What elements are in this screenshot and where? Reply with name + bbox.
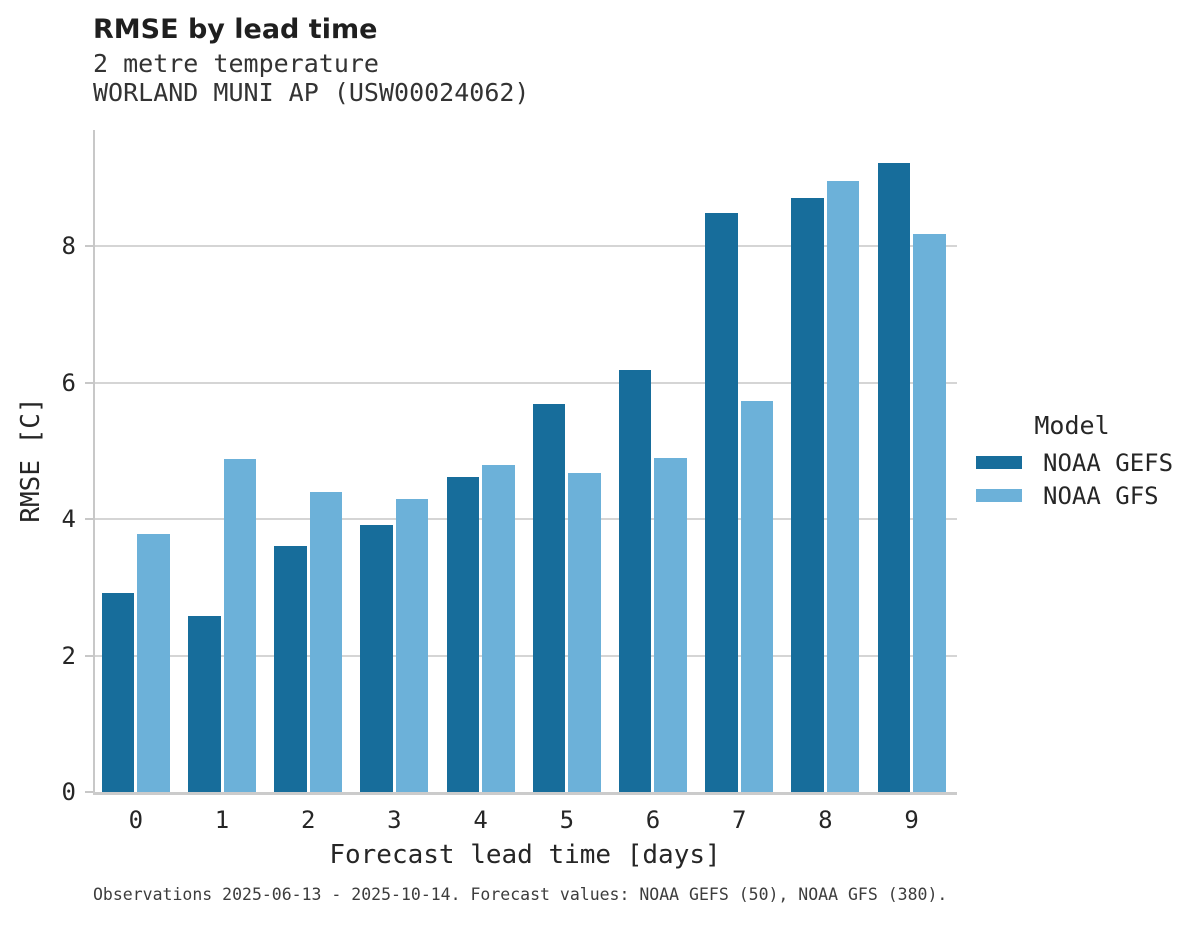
x-tick-label-7: 7 xyxy=(731,806,747,834)
bar-noaa-gfs-lead-8 xyxy=(826,181,860,792)
gridline-y-6 xyxy=(93,381,957,384)
bar-noaa-gefs-lead-9 xyxy=(877,163,911,792)
legend-items: NOAA GEFS NOAA GFS xyxy=(976,446,1173,512)
y-tick-label-4: 4 xyxy=(61,505,76,533)
bar-noaa-gfs-lead-6 xyxy=(654,458,687,792)
footer-note: Observations 2025-06-13 - 2025-10-14. Fo… xyxy=(93,885,948,904)
y-tick-mark-6 xyxy=(85,381,93,384)
y-tick-label-2: 2 xyxy=(61,641,76,670)
legend-label-noaa-gfs: NOAA GFS xyxy=(1043,481,1159,510)
x-tick-label-4: 4 xyxy=(473,806,488,834)
bar-noaa-gfs-lead-7 xyxy=(740,401,774,792)
legend-item-noaa-gfs: NOAA GFS xyxy=(976,479,1173,512)
y-axis-label: RMSE [C] xyxy=(16,397,46,523)
bar-noaa-gfs-lead-9 xyxy=(913,234,946,792)
x-tick-label-2: 2 xyxy=(300,806,316,834)
bar-noaa-gfs-lead-3 xyxy=(395,499,429,792)
x-tick-label-0: 0 xyxy=(128,806,144,834)
bar-noaa-gefs-lead-4 xyxy=(446,477,480,792)
x-tick-label-5: 5 xyxy=(559,806,575,834)
y-tick-label-6: 6 xyxy=(61,368,76,397)
x-tick-label-6: 6 xyxy=(645,806,661,834)
x-tick-label-1: 1 xyxy=(214,806,230,834)
legend-swatch-noaa-gfs xyxy=(976,489,1022,502)
y-tick-label-0: 0 xyxy=(61,778,76,806)
legend-title: Model xyxy=(1034,411,1110,440)
x-axis-spine xyxy=(93,792,957,795)
legend-item-noaa-gefs: NOAA GEFS xyxy=(976,446,1173,479)
bar-noaa-gfs-lead-5 xyxy=(568,473,601,792)
x-tick-label-3: 3 xyxy=(387,806,402,834)
bar-noaa-gefs-lead-1 xyxy=(188,616,221,792)
bar-noaa-gfs-lead-2 xyxy=(309,492,343,792)
chart-subtitle-line1: 2 metre temperature xyxy=(93,49,379,78)
bar-noaa-gefs-lead-3 xyxy=(360,525,393,792)
gridline-y-8 xyxy=(93,245,957,248)
bar-noaa-gefs-lead-8 xyxy=(791,198,824,792)
y-tick-mark-2 xyxy=(85,654,93,657)
bar-noaa-gefs-lead-6 xyxy=(618,370,652,792)
chart-subtitle-line2: WORLAND MUNI AP (USW00024062) xyxy=(93,78,530,107)
gridline-y-4 xyxy=(93,518,957,520)
y-tick-mark-8 xyxy=(85,245,93,248)
bar-noaa-gfs-lead-0 xyxy=(137,534,170,792)
x-axis-label: Forecast lead time [days] xyxy=(329,840,721,870)
y-tick-label-8: 8 xyxy=(61,232,76,261)
gridline-y-2 xyxy=(93,654,957,657)
bar-noaa-gefs-lead-5 xyxy=(532,404,566,792)
x-tick-label-9: 9 xyxy=(904,806,919,834)
bar-noaa-gefs-lead-0 xyxy=(101,593,135,792)
bar-noaa-gefs-lead-7 xyxy=(705,213,738,792)
y-axis-spine xyxy=(93,130,95,795)
y-tick-mark-4 xyxy=(85,518,93,520)
bar-noaa-gfs-lead-4 xyxy=(482,465,515,792)
chart-title: RMSE by lead time xyxy=(93,14,378,45)
legend-swatch-noaa-gefs xyxy=(976,456,1022,469)
y-tick-mark-0 xyxy=(85,791,93,793)
bar-noaa-gefs-lead-2 xyxy=(274,546,307,792)
x-tick-label-8: 8 xyxy=(818,806,833,834)
plot-area xyxy=(85,130,957,795)
legend-label-noaa-gefs: NOAA GEFS xyxy=(1043,448,1174,477)
chart-subtitle: 2 metre temperature WORLAND MUNI AP (USW… xyxy=(93,49,530,107)
bar-noaa-gfs-lead-1 xyxy=(223,459,257,792)
